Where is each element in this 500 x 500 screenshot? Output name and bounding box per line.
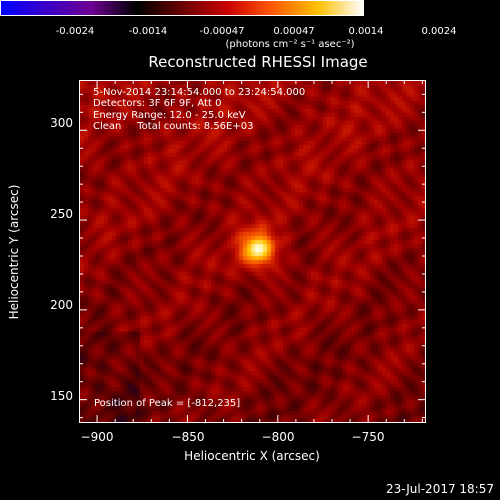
annotation-peak-position: Position of Peak = [-812,235] bbox=[94, 398, 241, 409]
colorbar-tick: -0.0014 bbox=[128, 26, 168, 37]
footer-timestamp: 23-Jul-2017 18:57 bbox=[385, 482, 494, 496]
colorbar-tick: 0.00047 bbox=[273, 26, 315, 37]
x-tick-label: −900 bbox=[80, 430, 114, 444]
colorbar-gradient bbox=[0, 0, 364, 16]
colorbar-tick: 0.0024 bbox=[421, 26, 457, 37]
annotation-energy-range: Energy Range: 12.0 - 25.0 keV bbox=[93, 110, 246, 121]
chart-title: Reconstructed RHESSI Image bbox=[148, 53, 368, 71]
x-tick-label: −800 bbox=[261, 430, 295, 444]
y-tick-label: 300 bbox=[50, 116, 73, 130]
plot-area: 5-Nov-2014 23:14:54.000 to 23:24:54.000 … bbox=[79, 80, 426, 423]
heatmap-image bbox=[80, 81, 425, 422]
annotation-time-range: 5-Nov-2014 23:14:54.000 to 23:24:54.000 bbox=[93, 87, 306, 98]
x-tick-label: −850 bbox=[171, 430, 205, 444]
annotation-clean-counts: Clean Total counts: 8.56E+03 bbox=[93, 121, 254, 132]
y-axis-label: Heliocentric Y (arcsec) bbox=[7, 184, 21, 320]
y-tick-label: 150 bbox=[50, 389, 73, 403]
x-axis-label: Heliocentric X (arcsec) bbox=[184, 449, 320, 463]
colorbar-tick: -0.00047 bbox=[199, 26, 245, 37]
annotation-detectors: Detectors: 3F 6F 9F, Att 0 bbox=[93, 98, 222, 109]
y-tick-label: 250 bbox=[50, 207, 73, 221]
colorbar-tick: -0.0024 bbox=[55, 26, 95, 37]
x-tick-label: −750 bbox=[351, 430, 385, 444]
colorbar-units: (photons cm⁻² s⁻¹ asec⁻²) bbox=[225, 39, 355, 50]
colorbar-tick: 0.0014 bbox=[348, 26, 384, 37]
y-tick-label: 200 bbox=[50, 298, 73, 312]
